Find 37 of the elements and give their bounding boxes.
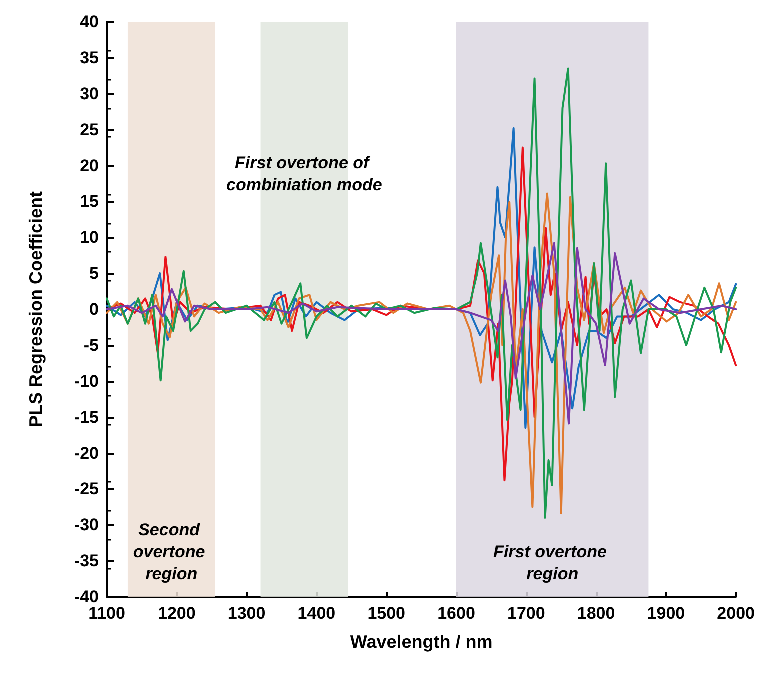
x-axis-title: Wavelength / nm [350,632,493,652]
y-tick-label: 20 [80,156,99,176]
y-tick-label: 35 [80,48,99,68]
line-series [106,146,738,482]
x-tick-label: 1200 [158,604,196,623]
x-tick-label: 1100 [88,604,126,623]
y-tick-label: -25 [74,480,99,499]
y-axis-title: PLS Regression Coefficient [26,191,46,428]
x-tick-label: 2000 [717,604,756,623]
y-tick-label: -15 [74,408,99,427]
y-tick-label: 0 [90,300,99,319]
x-tick-label: 1400 [298,604,336,623]
x-tick-label: 1600 [438,604,476,623]
line-series [106,127,738,430]
y-tick-label: 25 [80,120,99,140]
y-tick-label: 5 [90,264,99,284]
y-tick-label: -40 [74,588,99,606]
y-tick-label: -5 [84,336,99,355]
band-label: First overtone region [494,542,612,584]
y-tick-label: -30 [74,516,99,535]
y-tick-label: -20 [74,444,99,463]
line-series [106,68,738,519]
y-tick-label: 15 [80,192,99,212]
x-tick-label: 1300 [228,604,266,623]
band-label: Second overtone region [133,520,210,584]
y-tick-label: 10 [80,228,99,248]
y-tick-label: 40 [80,12,99,32]
x-tick-label: 1500 [368,604,406,623]
line-series [106,192,738,515]
band-label: First overtone of combiniation mode [226,154,382,194]
x-tick-label: 1700 [507,604,546,623]
y-tick-label: 30 [80,84,99,104]
x-tick-label: 1800 [577,604,616,623]
line-series [106,242,738,425]
y-tick-label: -10 [74,372,99,391]
y-tick-label: -35 [74,552,99,571]
x-tick-label: 1900 [647,604,686,623]
